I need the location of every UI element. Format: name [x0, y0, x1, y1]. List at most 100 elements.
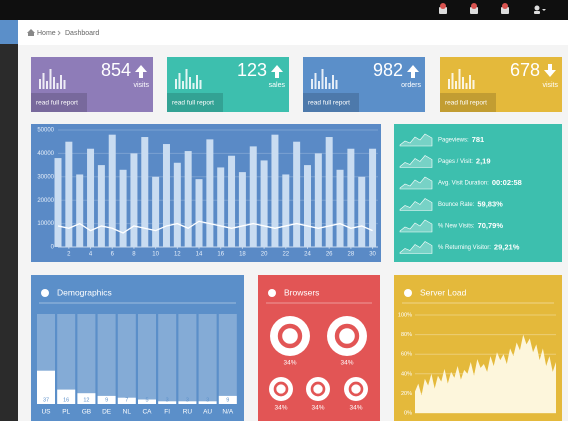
- tile-icon-bar: [448, 79, 450, 89]
- breadcrumb-sep: [57, 30, 61, 36]
- bar-label: 9: [105, 397, 108, 403]
- x-tick-label: GB: [82, 409, 91, 416]
- x-tick-label: 20: [261, 252, 268, 258]
- x-tick-label: 16: [217, 252, 224, 258]
- notify-icon[interactable]: [439, 7, 447, 14]
- x-tick-label: NL: [123, 409, 132, 416]
- browser-icon[interactable]: [327, 316, 367, 356]
- tile-link-bg[interactable]: [303, 93, 359, 112]
- bar: [217, 167, 225, 247]
- area: [415, 334, 556, 413]
- panel-title: Browsers: [284, 287, 319, 297]
- bar: [271, 134, 279, 247]
- y-tick-label: 60%: [401, 352, 412, 358]
- tile-unit: orders: [401, 82, 421, 89]
- bar-track: [138, 314, 156, 404]
- trend-arrow: [407, 65, 419, 78]
- panel-icon: [268, 289, 276, 297]
- trend-arrow: [271, 65, 283, 78]
- bar-label: 5: [145, 397, 148, 403]
- x-tick-label: N/A: [222, 409, 234, 416]
- breadcrumb-current: Dashboard: [65, 30, 99, 37]
- bar: [76, 174, 84, 247]
- tile-icon-bar: [196, 75, 198, 89]
- x-tick-label: 28: [348, 252, 355, 258]
- browser-icon[interactable]: [306, 377, 330, 401]
- x-tick-label: 26: [326, 252, 333, 258]
- tile-icon-bar: [325, 77, 327, 89]
- browser-share: 34%: [349, 405, 362, 412]
- sidebar: [0, 20, 18, 421]
- tile-icon-bar: [328, 83, 331, 89]
- browser-icon[interactable]: [344, 377, 368, 401]
- bar-track: [198, 314, 217, 404]
- bar: [206, 139, 214, 247]
- tile-icon-bar: [451, 73, 454, 89]
- tile-link[interactable]: read full report: [172, 100, 214, 107]
- trend-arrow: [135, 65, 147, 78]
- bar: [152, 176, 160, 247]
- bar: [347, 148, 355, 247]
- bar: [303, 165, 311, 247]
- x-tick-label: RU: [183, 409, 193, 416]
- sparkline-area: [399, 176, 433, 190]
- tasks-icon[interactable]: [470, 7, 478, 14]
- bar: [108, 134, 116, 247]
- tile-unit: visits: [133, 82, 149, 89]
- bar: [173, 162, 181, 247]
- bar: [77, 393, 96, 404]
- caret: [542, 9, 546, 11]
- bar: [54, 158, 62, 247]
- tile-icon-bar: [178, 73, 181, 89]
- bar: [130, 153, 138, 247]
- tile-icon-bar: [60, 75, 62, 89]
- bar: [282, 174, 290, 247]
- browser-icon[interactable]: [270, 316, 310, 356]
- tile-icon-bar: [462, 77, 464, 89]
- tile-link[interactable]: read full report: [36, 100, 78, 107]
- sparkline-area: [399, 198, 433, 211]
- user-icon[interactable]: [534, 5, 540, 11]
- stat-value: 781: [472, 135, 485, 144]
- y-tick-label: 20%: [401, 391, 412, 397]
- panel-title: Server Load: [420, 287, 467, 297]
- sidebar-active[interactable]: [0, 20, 18, 44]
- tile-icon-bar: [314, 73, 317, 89]
- y-tick-label: 40000: [37, 151, 54, 157]
- bar-label: 9: [226, 397, 229, 403]
- top-icons[interactable]: [439, 3, 546, 14]
- tile-link-bg[interactable]: [440, 93, 496, 112]
- tile-icon-bar: [189, 77, 191, 89]
- tile-link[interactable]: read full report: [445, 100, 487, 107]
- bar-track: [57, 314, 76, 404]
- tile-icon-bar: [321, 69, 324, 89]
- sparkline-area: [399, 133, 433, 147]
- y-tick-label: 10000: [37, 221, 54, 227]
- tile-link-bg[interactable]: [167, 93, 223, 112]
- tile-icon-bar: [465, 83, 468, 89]
- x-tick-label: 12: [174, 252, 181, 258]
- bar: [336, 169, 344, 247]
- badge: [502, 3, 508, 9]
- y-tick-label: 40%: [401, 371, 412, 377]
- y-tick-label: 20000: [37, 198, 54, 204]
- bar: [228, 155, 236, 247]
- browser-icon[interactable]: [269, 377, 293, 401]
- bar: [178, 401, 197, 404]
- mail-icon[interactable]: [501, 7, 509, 14]
- breadcrumb-home[interactable]: Home: [37, 30, 56, 37]
- y-tick-label: 80%: [401, 332, 412, 338]
- panel-icon: [404, 289, 412, 297]
- tile-link[interactable]: read full report: [308, 100, 350, 107]
- stat-label: % Returning Visitor:: [438, 245, 491, 251]
- bar: [293, 141, 301, 247]
- y-tick-label: 0%: [404, 410, 412, 416]
- bar: [87, 148, 95, 247]
- bar: [198, 401, 217, 404]
- bar: [138, 399, 156, 404]
- y-tick-label: 100%: [398, 312, 412, 318]
- tile-link-bg[interactable]: [31, 93, 87, 112]
- bar: [195, 179, 203, 247]
- bar: [260, 160, 268, 247]
